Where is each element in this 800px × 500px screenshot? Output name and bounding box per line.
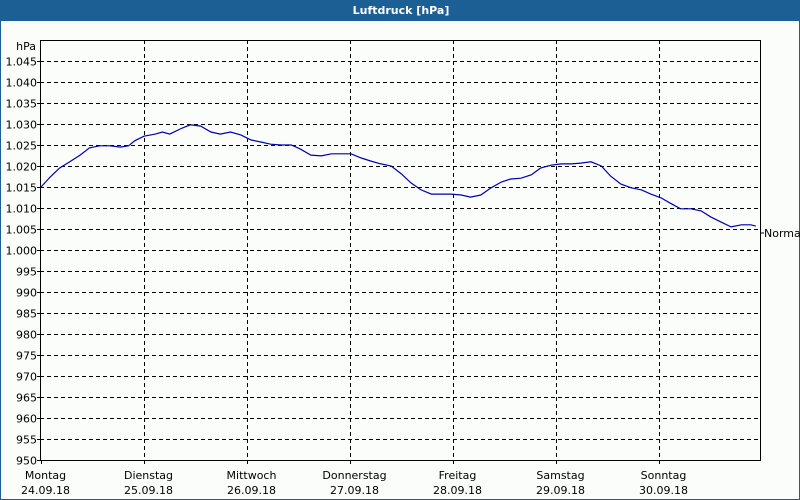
y-axis: hPa 950 955 960 965 970 975 980 985 990 995 1.000 1… bbox=[6, 40, 40, 468]
y-tick-label: 985 bbox=[16, 308, 37, 321]
y-tick-label: 1.015 bbox=[6, 182, 38, 195]
y-tick-label: 1.040 bbox=[6, 77, 38, 90]
x-tick-date-label: 27.09.18 bbox=[330, 484, 379, 497]
y-tick-label: 1.025 bbox=[6, 140, 38, 153]
y-tick-label: 990 bbox=[16, 287, 37, 300]
x-tick-day-label: Donnerstag bbox=[322, 469, 386, 482]
x-axis: Montag 24.09.18 Dienstag 25.09.18 Mittwoch 26… bbox=[21, 460, 688, 497]
y-tick-label: 965 bbox=[16, 392, 37, 405]
y-tick-label: 970 bbox=[16, 371, 37, 384]
series-label-normal: Normal bbox=[764, 227, 800, 240]
y-tick-label: 960 bbox=[16, 413, 37, 426]
x-tick-date-label: 28.09.18 bbox=[433, 484, 482, 497]
x-tick-day-label: Mittwoch bbox=[227, 469, 277, 482]
grid-lines bbox=[40, 40, 760, 460]
y-tick-label: 1.005 bbox=[6, 224, 38, 237]
y-tick-label: 1.035 bbox=[6, 98, 38, 111]
y-tick-label: 1.020 bbox=[6, 161, 38, 174]
x-tick-date-label: 24.09.18 bbox=[21, 484, 70, 497]
y-tick-label: 1.010 bbox=[6, 203, 38, 216]
pressure-line bbox=[40, 124, 756, 228]
x-tick-day-label: Montag bbox=[25, 469, 66, 482]
y-tick-label: 975 bbox=[16, 350, 37, 363]
y-tick-label: 1.000 bbox=[6, 245, 38, 258]
x-tick-date-label: 30.09.18 bbox=[639, 484, 688, 497]
chart-title: Luftdruck [hPa] bbox=[352, 4, 450, 17]
x-tick-date-label: 26.09.18 bbox=[227, 484, 276, 497]
x-tick-day-label: Dienstag bbox=[124, 469, 173, 482]
x-tick-day-label: Freitag bbox=[439, 469, 477, 482]
y-tick-label: 955 bbox=[16, 434, 37, 447]
y-tick-label: 995 bbox=[16, 266, 37, 279]
y-tick-label: 1.030 bbox=[6, 119, 38, 132]
x-tick-date-label: 25.09.18 bbox=[124, 484, 173, 497]
x-tick-date-label: 29.09.18 bbox=[536, 484, 585, 497]
y-tick-label: 950 bbox=[16, 455, 37, 468]
y-axis-unit-label: hPa bbox=[16, 40, 36, 53]
title-bar: Luftdruck [hPa] bbox=[1, 0, 800, 21]
y-tick-label: 980 bbox=[16, 329, 37, 342]
y-tick-label: 1.045 bbox=[6, 56, 38, 69]
plot-frame bbox=[40, 40, 761, 461]
x-tick-day-label: Sonntag bbox=[641, 469, 687, 482]
x-tick-day-label: Samstag bbox=[536, 469, 584, 482]
